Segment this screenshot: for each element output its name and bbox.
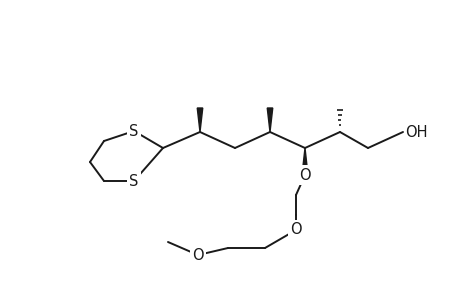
Text: O: O [290,223,301,238]
Text: OH: OH [404,124,426,140]
Text: O: O [192,248,203,262]
Text: S: S [129,124,138,139]
Polygon shape [302,148,308,175]
Polygon shape [197,108,202,132]
Polygon shape [267,108,272,132]
Text: S: S [129,173,138,188]
Text: O: O [298,167,310,182]
